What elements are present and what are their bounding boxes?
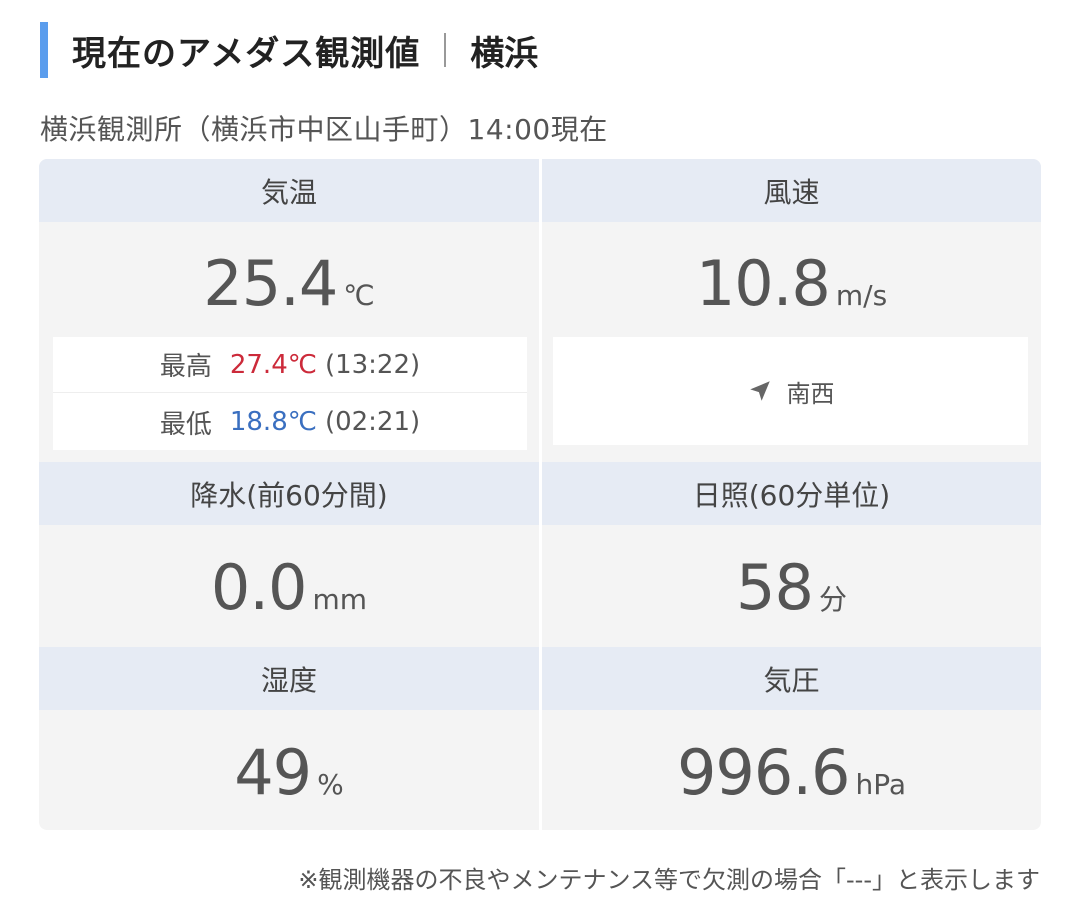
- precipitation-number: 0.0: [210, 551, 308, 624]
- pressure-header: 気圧: [542, 647, 1041, 710]
- min-temperature-row: 最低 18.8℃ (02:21): [53, 394, 527, 450]
- sunshine-header: 日照(60分単位): [542, 462, 1041, 525]
- pressure-unit: hPa: [855, 768, 907, 801]
- temperature-number: 25.4: [203, 247, 338, 320]
- temperature-unit: ℃: [343, 279, 375, 312]
- wind-speed-unit: m/s: [835, 279, 888, 312]
- observation-panel: 気温 風速 25.4 ℃ 10.8 m/s 最高 27.4℃ (13:22) 最…: [39, 159, 1041, 830]
- wind-header: 風速: [542, 159, 1041, 222]
- max-temperature-row: 最高 27.4℃ (13:22): [53, 337, 527, 393]
- min-temperature-label: 最低: [159, 409, 212, 440]
- humidity-value: 49 %: [39, 736, 539, 816]
- humidity-header: 湿度: [39, 647, 539, 710]
- pressure-number: 996.6: [676, 736, 850, 809]
- section-header: 現在のアメダス観測値 横浜: [40, 22, 538, 78]
- precipitation-value: 0.0 mm: [39, 551, 539, 631]
- sunshine-value: 58 分: [542, 551, 1041, 631]
- wind-direction-text: 南西: [786, 379, 835, 408]
- min-temperature-time: (02:21): [324, 407, 421, 437]
- station-info: 横浜観測所（横浜市中区山手町）14:00現在: [40, 113, 608, 146]
- sunshine-number: 58: [736, 551, 814, 624]
- min-temperature-value: 18.8℃: [229, 407, 317, 437]
- max-temperature-label: 最高: [159, 352, 212, 382]
- location-name: 横浜: [470, 33, 539, 74]
- precipitation-unit: mm: [312, 583, 368, 616]
- pressure-value: 996.6 hPa: [542, 736, 1041, 816]
- missing-data-note: ※観測機器の不良やメンテナンス等で欠測の場合「---」と表示します: [298, 866, 1040, 894]
- temperature-value: 25.4 ℃: [39, 247, 539, 327]
- humidity-number: 49: [234, 736, 312, 809]
- temperature-header: 気温: [39, 159, 539, 222]
- temperature-minmax-box: 最高 27.4℃ (13:22) 最低 18.8℃ (02:21): [53, 337, 527, 450]
- navigation-arrow-icon: [747, 378, 773, 404]
- page-title: 現在のアメダス観測値: [72, 33, 421, 74]
- max-temperature-time: (13:22): [324, 349, 421, 380]
- sunshine-unit: 分: [818, 583, 847, 616]
- title-separator: [444, 33, 447, 67]
- humidity-unit: %: [317, 768, 344, 801]
- wind-speed-number: 10.8: [695, 247, 831, 320]
- column-divider: [539, 159, 542, 830]
- accent-bar: [40, 22, 48, 78]
- wind-speed-value: 10.8 m/s: [542, 247, 1041, 327]
- precipitation-header: 降水(前60分間): [39, 462, 539, 525]
- wind-direction-box: 南西: [553, 337, 1028, 445]
- max-temperature-value: 27.4℃: [229, 349, 317, 380]
